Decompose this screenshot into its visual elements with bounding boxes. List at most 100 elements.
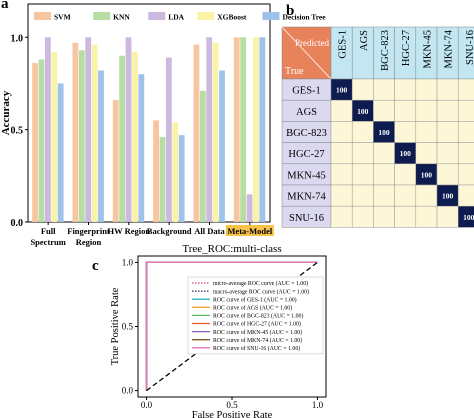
column-header-label: MKN-45 bbox=[422, 30, 433, 69]
bar-xgboost bbox=[51, 52, 58, 222]
legend-label-c: ROC curve of BGC-823 (AUC = 1.00) bbox=[213, 313, 303, 320]
corner-diagonal bbox=[281, 26, 332, 80]
legend-label-a: XGBoost bbox=[217, 13, 247, 22]
bar-decision-tree bbox=[219, 70, 225, 222]
bar-knn bbox=[159, 137, 166, 222]
column-header-label: SNU-16 bbox=[465, 30, 474, 65]
panel-label-b: b bbox=[286, 3, 295, 19]
bar-lda bbox=[44, 37, 51, 222]
bar-knn bbox=[38, 59, 45, 222]
bar-decision-tree bbox=[57, 83, 64, 223]
legend-label-c: micro-average ROC curve (AUC = 1.00) bbox=[213, 280, 308, 287]
legend-label-a: LDA bbox=[168, 13, 184, 22]
row-header-label: SNU-16 bbox=[289, 213, 324, 224]
row-header-label: BGC-823 bbox=[286, 128, 327, 139]
legend-swatch-a bbox=[93, 12, 111, 20]
legend-label-c: macro-average ROC curve (AUC = 1.00) bbox=[213, 288, 309, 295]
bar-knn bbox=[199, 90, 206, 222]
bar-svm bbox=[72, 42, 79, 222]
matrix-cell-value: 100 bbox=[421, 170, 433, 179]
matrix-cell-value: 100 bbox=[442, 192, 454, 201]
legend-label-c: ROC curve of GES-1 (AUC = 1.00) bbox=[213, 296, 297, 303]
column-header-label: HGC-27 bbox=[401, 30, 412, 66]
x-tick-label-a: Fingerprint bbox=[67, 226, 110, 236]
y-tick-label-a: 1.0 bbox=[11, 33, 24, 44]
bar-knn bbox=[78, 50, 85, 223]
bar-xgboost bbox=[212, 42, 219, 222]
legend-label-c: ROC curve of MKN-45 (AUC = 1.00) bbox=[213, 329, 302, 336]
legend-label-c: ROC curve of MKN-74 (AUC = 1.00) bbox=[213, 337, 302, 344]
matrix-cell-value: 100 bbox=[400, 149, 412, 158]
x-tick-label-a: Meta-Model bbox=[227, 226, 272, 236]
column-header-label: AGS bbox=[359, 30, 370, 51]
x-tick-label-a: HW Region bbox=[108, 226, 151, 236]
x-tick-label-c: 0.5 bbox=[226, 400, 238, 410]
matrix-cell-value: 100 bbox=[378, 128, 390, 137]
roc-legend-box bbox=[187, 276, 324, 355]
bar-xgboost bbox=[253, 37, 259, 222]
x-tick-label-c: 0.0 bbox=[141, 400, 153, 410]
column-header-label: BGC-823 bbox=[380, 30, 391, 71]
y-tick-label-a: 0.0 bbox=[11, 218, 24, 229]
x-tick-label-a: Spectrum bbox=[30, 237, 65, 247]
column-header-label: MKN-74 bbox=[444, 29, 455, 68]
legend-label-c: ROC curve of HGC-27 (AUC = 1.00) bbox=[213, 321, 301, 328]
matrix-cell-value: 100 bbox=[336, 86, 348, 95]
panel-label-c: c bbox=[92, 258, 99, 274]
x-tick-label-a: Region bbox=[76, 237, 102, 247]
bar-lda bbox=[85, 37, 92, 222]
legend-swatch-a bbox=[148, 12, 166, 20]
bar-svm bbox=[112, 100, 119, 222]
meta-model-highlight bbox=[225, 225, 274, 236]
x-tick-label-c: 1.0 bbox=[312, 400, 324, 410]
bar-xgboost bbox=[172, 122, 179, 222]
bar-svm bbox=[32, 63, 38, 222]
bar-lda bbox=[206, 37, 213, 222]
row-header-label: AGS bbox=[296, 107, 317, 118]
legend-label-c: ROC curve of SNU-16 (AUC = 1.00) bbox=[213, 345, 300, 352]
bar-xgboost bbox=[91, 44, 98, 222]
bar-lda bbox=[246, 194, 253, 222]
bar-decision-tree bbox=[259, 37, 266, 222]
column-header-label: GES-1 bbox=[338, 30, 349, 59]
bar-knn bbox=[240, 37, 247, 222]
x-tick-label-a: Background bbox=[147, 226, 192, 236]
bar-decision-tree bbox=[98, 70, 104, 222]
row-header-label: MKN-74 bbox=[287, 192, 326, 203]
legend-label-a: KNN bbox=[113, 13, 130, 22]
y-tick-label-c: 1.0 bbox=[122, 257, 134, 267]
bar-lda bbox=[165, 57, 172, 223]
matrix-cell-diagonal bbox=[457, 205, 474, 228]
y-tick-label-c: 0.0 bbox=[122, 386, 134, 396]
legend-swatch-a bbox=[197, 12, 215, 20]
legend-label-a: SVM bbox=[54, 13, 71, 22]
legend-swatch-a bbox=[262, 12, 280, 20]
corner-label-true: True bbox=[285, 66, 304, 77]
bar-svm bbox=[153, 120, 159, 222]
bar-decision-tree bbox=[178, 135, 185, 222]
x-axis-label-c: False Positive Rate bbox=[192, 410, 273, 418]
y-axis-label-c: True Positive Rate bbox=[110, 287, 121, 365]
y-axis-label-a: Accuracy bbox=[0, 90, 12, 135]
matrix-cell-value: 100 bbox=[463, 213, 474, 222]
roc-curve-line bbox=[145, 261, 318, 391]
bar-lda bbox=[125, 37, 132, 222]
legend-swatch-a bbox=[34, 12, 51, 20]
x-tick-label-a: All Data bbox=[194, 226, 225, 236]
y-tick-label-a: 0.5 bbox=[11, 126, 24, 137]
bar-xgboost bbox=[132, 52, 138, 222]
x-tick-label-a: Full bbox=[41, 226, 56, 236]
roc-title: Tree_ROC:multi-class bbox=[182, 243, 281, 255]
row-header-label: HGC-27 bbox=[288, 149, 324, 160]
row-header-label: GES-1 bbox=[292, 86, 321, 97]
bar-svm bbox=[193, 44, 200, 222]
row-header-label: MKN-45 bbox=[287, 170, 326, 181]
panel-label-a: a bbox=[1, 0, 9, 12]
corner-label-predicted: Predicted bbox=[295, 38, 329, 48]
bar-decision-tree bbox=[138, 74, 145, 222]
legend-label-a: Decision Tree bbox=[282, 13, 326, 22]
bar-knn bbox=[119, 55, 126, 222]
